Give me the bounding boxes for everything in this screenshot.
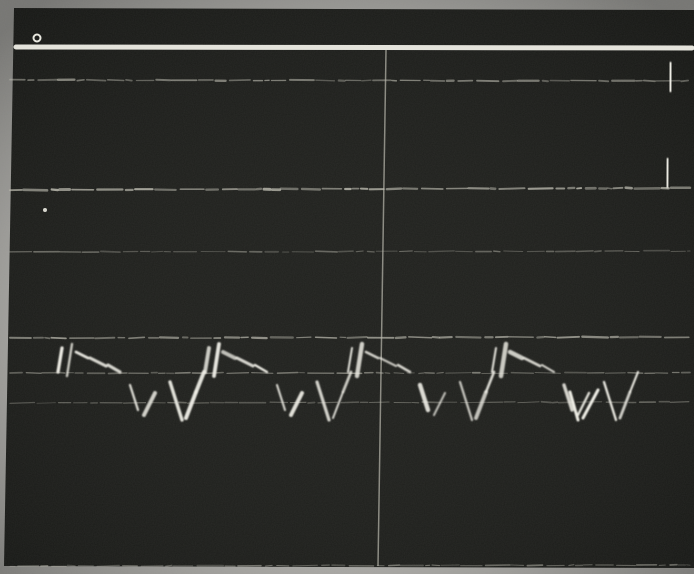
right-edge-mark-mid xyxy=(665,157,670,189)
waveform-burst-4 xyxy=(490,341,640,422)
grid-line-1 xyxy=(13,44,694,51)
corner-marker xyxy=(32,33,42,43)
waveform-tail xyxy=(581,388,600,420)
grid-line-3 xyxy=(9,186,692,192)
grid-line-8 xyxy=(9,563,691,567)
right-edge-mark-top xyxy=(668,61,673,93)
grid-line-5 xyxy=(8,335,690,340)
edge-dot xyxy=(43,208,47,212)
vertical-center-line xyxy=(377,49,387,567)
signal-trace xyxy=(56,341,640,422)
grid-line-2 xyxy=(9,78,690,83)
waveform-burst-3 xyxy=(347,341,496,422)
waveform-burst-2 xyxy=(203,342,353,422)
waveform-burst-1 xyxy=(56,342,206,422)
grid-line-4 xyxy=(9,249,691,254)
horizontal-grid-lines xyxy=(8,44,694,567)
grid-line-7 xyxy=(9,400,690,405)
waveform-tail xyxy=(568,390,580,422)
